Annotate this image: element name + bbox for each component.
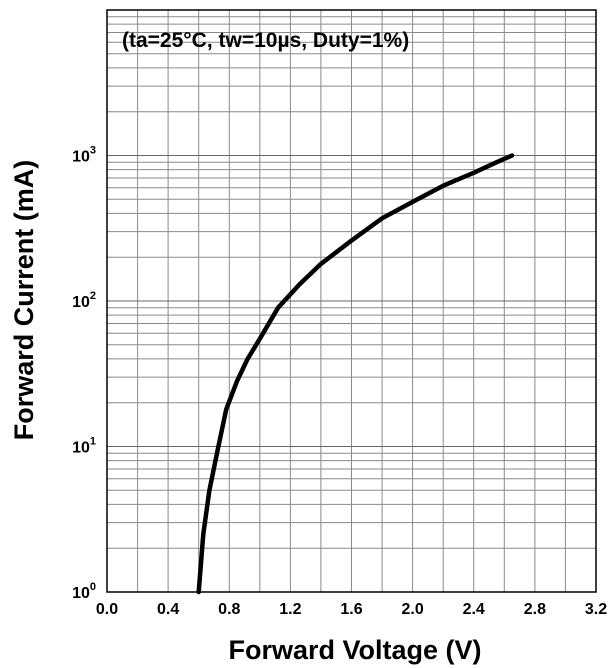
svg-text:102: 102 [72, 290, 96, 311]
series-layer [196, 153, 515, 595]
x-tick-labels: 0.0 0.4 0.8 1.2 1.6 2.0 2.4 2.8 3.2 [96, 601, 607, 618]
x-axis-title: Forward Voltage (V) [228, 635, 481, 665]
x-tick-label: 0.4 [157, 601, 179, 618]
svg-text:101: 101 [72, 436, 96, 457]
y-tick-label: 101 [72, 436, 96, 457]
plot-frame [106, 9, 597, 593]
x-tick-label: 0.0 [96, 601, 118, 618]
x-tick-label: 1.2 [279, 601, 301, 618]
x-tick-label: 3.2 [585, 601, 607, 618]
svg-text:100: 100 [72, 581, 96, 602]
y-tick-label: 102 [72, 290, 96, 311]
x-tick-label: 1.6 [340, 601, 362, 618]
y-axis-title: Forward Current (mA) [9, 160, 39, 441]
x-tick-label: 0.8 [218, 601, 240, 618]
grid [107, 10, 596, 592]
test-conditions-annotation: (ta=25°C, tw=10µs, Duty=1%) [122, 29, 409, 52]
y-tick-labels: 100 101 102 103 [72, 145, 96, 603]
x-tick-label: 2.8 [524, 601, 546, 618]
y-tick-label: 100 [72, 581, 96, 602]
x-tick-label: 2.0 [401, 601, 423, 618]
y-tick-label: 103 [72, 145, 96, 166]
forward-current-curve [196, 153, 515, 595]
svg-text:103: 103 [72, 145, 96, 166]
x-tick-label: 2.4 [463, 601, 485, 618]
